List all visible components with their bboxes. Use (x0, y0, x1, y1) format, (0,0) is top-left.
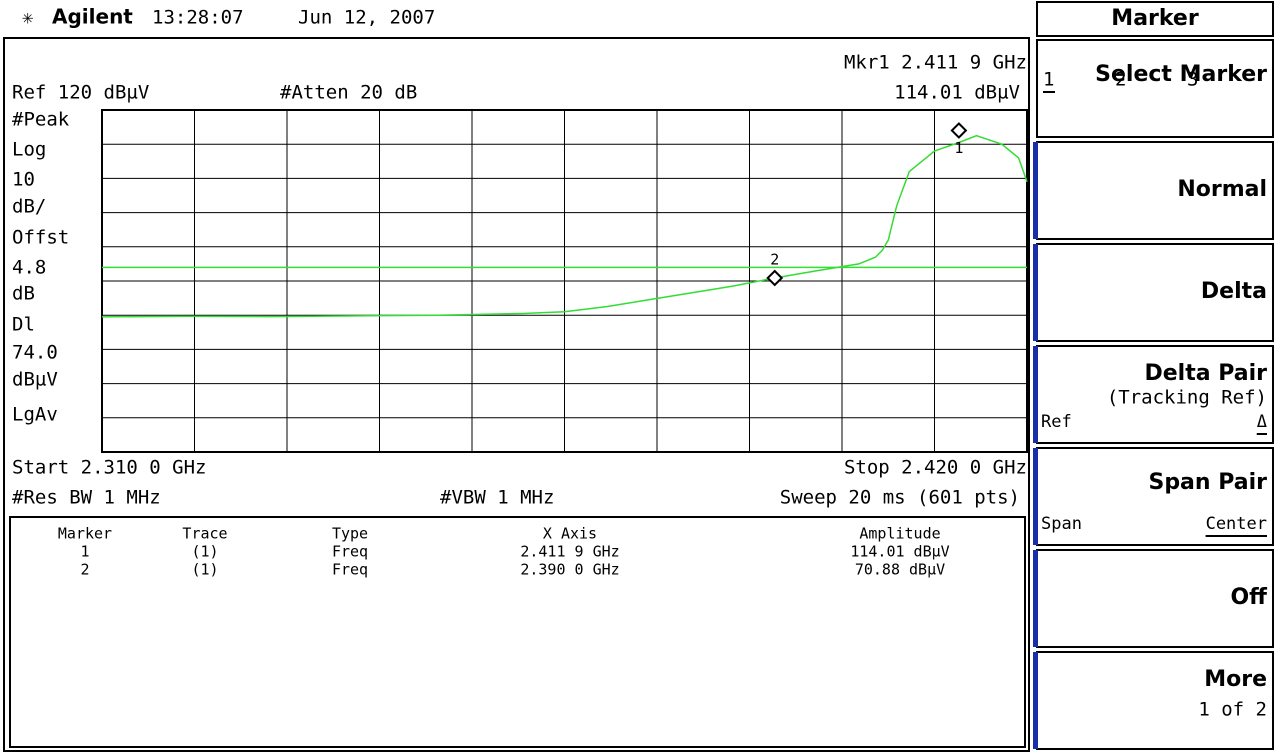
softkey-bar (1033, 448, 1038, 545)
softkey[interactable] (1036, 447, 1274, 546)
marker (950, 122, 968, 139)
table-cell: 2.390 0 GHz (520, 561, 619, 579)
table-header: Type (332, 525, 368, 543)
softkey-sub: (Tracking Ref) (1107, 387, 1267, 409)
softkey-bar (1033, 550, 1038, 647)
scale-label: 74.0 (12, 342, 58, 364)
marker-frequency: Mkr1 2.411 9 GHz (844, 52, 1027, 74)
softkey[interactable] (1036, 243, 1274, 342)
scale-label: Log (12, 139, 46, 161)
table-header: Trace (182, 525, 227, 543)
scale-label: dB/ (12, 196, 46, 218)
softkey-bar (1033, 142, 1038, 239)
table-header: X Axis (543, 525, 597, 543)
softkey-bar (1033, 652, 1038, 749)
softkey-label: Delta (1201, 279, 1267, 304)
scale-label: #Peak (12, 109, 70, 131)
scale-label: Dl (12, 314, 35, 336)
table-header: Amplitude (859, 525, 940, 543)
logo-icon: ✳ (22, 7, 33, 29)
marker-option: 3 (1187, 69, 1198, 91)
table-cell: 114.01 dBµV (850, 543, 949, 561)
softkey-bar (1033, 346, 1038, 443)
softkey[interactable] (1036, 651, 1274, 750)
softkey-left: Ref (1041, 412, 1072, 432)
scale-label: dB (12, 283, 35, 305)
table-cell: Freq (332, 561, 368, 579)
stop-frequency: Stop 2.420 0 GHz (844, 457, 1027, 479)
softkey-label: More (1204, 667, 1267, 692)
time: 13:28:07 (152, 7, 244, 29)
table-cell: 2.411 9 GHz (520, 543, 619, 561)
softkey-bar (1033, 244, 1038, 341)
table-cell: Freq (332, 543, 368, 561)
table-cell: (1) (191, 561, 218, 579)
marker-label: 1 (954, 139, 963, 157)
softkey-title-frame (1036, 1, 1274, 37)
softkey-left: Span (1041, 514, 1082, 534)
marker-table-frame (9, 516, 1026, 748)
table-cell: (1) (191, 543, 218, 561)
softkey-label: Select Marker (1095, 62, 1267, 87)
vbw: #VBW 1 MHz (440, 487, 554, 509)
scale-label: Offst (12, 227, 69, 249)
scale-label: dBµV (12, 369, 58, 391)
softkey-sub: 1 of 2 (1198, 699, 1267, 721)
marker-label: 2 (770, 250, 779, 268)
sweep: Sweep 20 ms (601 pts) (780, 487, 1020, 509)
table-cell: 2 (80, 561, 89, 579)
scale-label: LgAv (12, 404, 58, 426)
table-cell: 70.88 dBµV (855, 561, 945, 579)
marker-option: 1 (1043, 69, 1054, 91)
softkey-label: Off (1230, 585, 1268, 610)
softkey-label: Delta Pair (1144, 361, 1267, 386)
logo: Agilent (52, 5, 133, 29)
softkey[interactable] (1036, 345, 1274, 444)
softkey-label: Normal (1177, 177, 1267, 202)
softkey-title: Marker (1111, 6, 1199, 31)
scale-label: 4.8 (12, 257, 46, 279)
trace (101, 134, 1028, 318)
softkey-label: Span Pair (1148, 470, 1267, 495)
marker-amplitude: 114.01 dBµV (894, 82, 1020, 104)
softkey[interactable] (1036, 141, 1274, 240)
main-frame (3, 37, 1030, 752)
attenuation: #Atten 20 dB (280, 82, 417, 104)
date: Jun 12, 2007 (298, 7, 435, 29)
marker (766, 269, 784, 287)
softkey-right: Δ (1257, 412, 1267, 432)
scale-label: 10 (12, 169, 35, 191)
ref-level: Ref 120 dBµV (12, 82, 149, 104)
softkey[interactable] (1036, 549, 1274, 648)
marker-option: 2 (1115, 69, 1126, 91)
softkey[interactable] (1036, 39, 1274, 138)
rbw: #Res BW 1 MHz (12, 487, 161, 509)
softkey-right: Center (1206, 514, 1267, 534)
start-frequency: Start 2.310 0 GHz (12, 457, 206, 479)
table-cell: 1 (80, 543, 89, 561)
table-header: Marker (58, 525, 112, 543)
